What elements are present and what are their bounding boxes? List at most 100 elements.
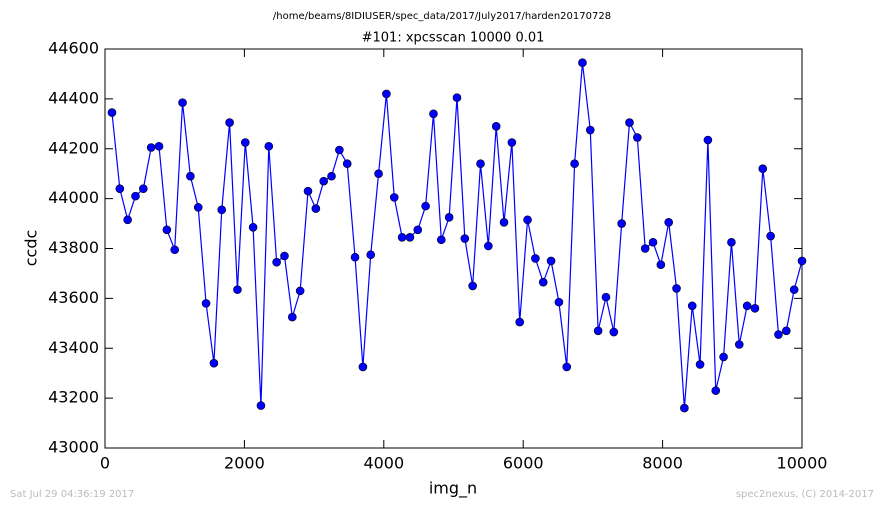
data-point (303, 186, 313, 196)
data-point (523, 215, 532, 225)
data-point (664, 218, 673, 227)
footer-right: spec2nexus, (C) 2014-2017 (736, 489, 874, 500)
data-point (162, 225, 172, 235)
data-point (146, 143, 156, 152)
data-point (531, 254, 540, 263)
data-point (484, 241, 493, 251)
data-point (695, 360, 705, 369)
data-point (178, 98, 187, 107)
data-point (546, 256, 556, 266)
y-tick-label: 43000 (48, 438, 99, 457)
data-point (342, 159, 352, 169)
data-point (507, 138, 517, 147)
x-axis-label: img_n (429, 479, 477, 499)
y-tick-label: 44600 (48, 39, 99, 58)
data-point (742, 301, 752, 311)
data-point (585, 125, 595, 135)
data-point (734, 340, 744, 349)
data-point (578, 58, 587, 68)
data-point (421, 201, 430, 211)
y-tick-label: 43600 (48, 288, 99, 307)
data-point (687, 301, 697, 311)
data-point (193, 203, 203, 212)
data-point (648, 237, 658, 247)
footer-left: Sat Jul 29 04:36:19 2017 (10, 489, 134, 500)
data-point (288, 312, 297, 322)
y-tick-label: 44200 (48, 138, 99, 157)
data-point (319, 176, 328, 186)
data-point (766, 231, 775, 241)
data-point (358, 362, 368, 372)
data-point (272, 257, 281, 267)
data-point (154, 141, 164, 151)
data-point (107, 108, 117, 117)
data-point (460, 234, 470, 243)
data-point (758, 164, 768, 173)
data-point (625, 118, 634, 127)
y-tick-label: 43400 (48, 338, 99, 357)
data-point (429, 109, 438, 119)
data-point (554, 297, 564, 307)
data-point (405, 232, 415, 242)
data-point (170, 245, 179, 255)
data-point (703, 135, 713, 145)
data-point (476, 159, 485, 169)
data-line (111, 62, 803, 409)
data-point (680, 403, 689, 413)
x-tick-label: 2000 (224, 454, 265, 473)
data-point (327, 171, 336, 181)
data-point (225, 118, 234, 127)
data-point (633, 133, 642, 142)
data-point (593, 326, 603, 336)
y-tick-label: 43800 (48, 238, 99, 257)
data-point (209, 358, 219, 368)
data-point (609, 327, 619, 337)
data-point (382, 89, 391, 99)
data-point (366, 250, 376, 260)
data-point (131, 191, 140, 201)
data-point (123, 215, 132, 225)
data-point (452, 93, 462, 102)
data-point (389, 193, 399, 202)
data-point (335, 145, 344, 155)
data-point (656, 260, 666, 270)
data-point (727, 237, 736, 247)
data-point (397, 232, 407, 242)
data-point (640, 244, 650, 253)
plot-frame (104, 48, 803, 449)
chart-title: #101: xpcsscan 10000 0.01 (362, 31, 545, 46)
data-point (570, 159, 579, 169)
data-point (374, 169, 383, 178)
data-point (789, 285, 799, 294)
y-axis-label: ccdc (22, 230, 41, 267)
data-point (186, 171, 195, 181)
data-point (711, 386, 721, 395)
data-point (672, 284, 681, 293)
data-point (719, 352, 728, 362)
x-tick-label: 4000 (363, 454, 404, 473)
data-point (240, 138, 250, 147)
suptitle: /home/beams/8IDIUSER/spec_data/2017/July… (273, 11, 611, 22)
data-point (280, 251, 289, 261)
data-point (437, 235, 446, 245)
data-point (750, 304, 760, 313)
data-point (139, 184, 148, 193)
data-point (295, 286, 305, 296)
data-point (217, 205, 227, 215)
data-point (233, 285, 242, 294)
data-point (774, 330, 783, 339)
x-tick-label: 0 (100, 454, 110, 473)
data-point (515, 317, 525, 327)
data-point (115, 184, 125, 193)
data-point (256, 401, 266, 410)
data-point (468, 281, 477, 291)
data-point (538, 277, 548, 287)
data-point (444, 213, 454, 222)
x-tick-label: 8000 (642, 454, 683, 473)
data-point (413, 225, 423, 235)
x-tick-label: 10000 (777, 454, 828, 473)
data-point (617, 219, 626, 228)
y-tick-label: 43200 (48, 388, 99, 407)
data-point (311, 204, 321, 213)
